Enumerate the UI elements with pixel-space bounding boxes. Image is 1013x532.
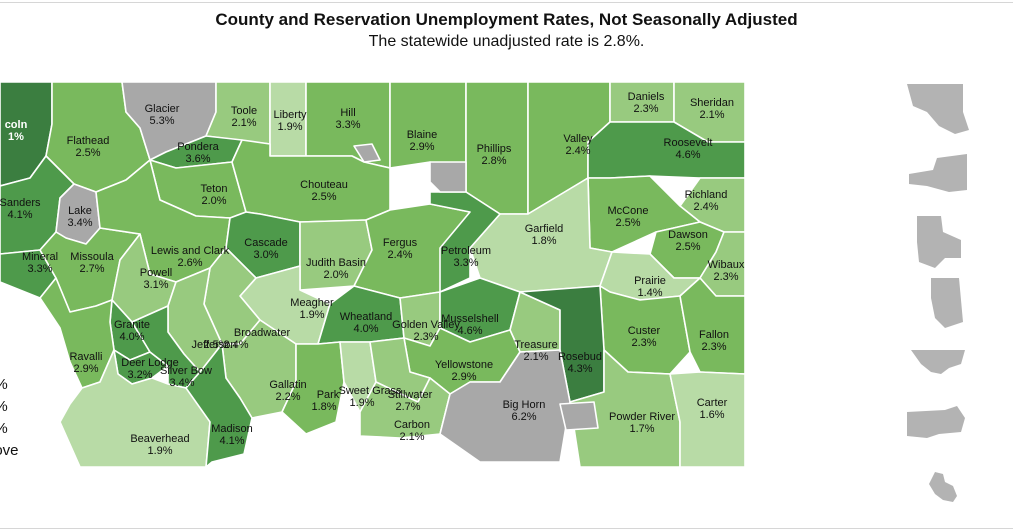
label-beaverhead: Beaverhead 1.9%	[130, 433, 189, 457]
label-missoula: Missoula 2.7%	[70, 251, 114, 275]
label-sanders: Sanders 4.1%	[0, 197, 41, 221]
label-teton: Teton 2.0%	[201, 183, 228, 207]
label-petroleum: Petroleum 3.3%	[441, 245, 491, 269]
label-stillwater: Stillwater 2.7%	[388, 389, 433, 413]
label-mineral: Mineral 3.3%	[22, 251, 58, 275]
county-madison[interactable]	[185, 343, 253, 467]
label-ravalli: Ravalli 2.9%	[69, 351, 102, 375]
label-wibaux: Wibaux 2.3%	[708, 259, 745, 283]
label-glacier: Glacier 5.3%	[145, 103, 180, 127]
label-daniels: Daniels 2.3%	[628, 91, 665, 115]
map-title: County and Reservation Unemployment Rate…	[215, 10, 798, 29]
county-powder-river[interactable]	[569, 349, 681, 467]
label-granite: Granite 4.0%	[114, 319, 150, 343]
label-gallatin: Gallatin 2.2%	[269, 379, 306, 403]
label-lewis-clark: Lewis and Clark 2.6%	[151, 245, 230, 269]
county-fallon[interactable]	[679, 277, 745, 375]
label-golden-valley: Golden Valley 2.3%	[392, 319, 460, 343]
label-wheatland: Wheatland 4.0%	[340, 311, 393, 335]
label-chouteau: Chouteau 2.5%	[300, 179, 348, 203]
reservation-shape-flathead[interactable]	[917, 216, 961, 268]
label-pondera: Pondera 3.6%	[177, 141, 219, 165]
map-subtitle: The statewide unadjusted rate is 2.8%.	[368, 33, 645, 50]
label-deer-lodge: Deer Lodge 3.2%	[121, 357, 179, 381]
label-big-horn: Big Horn 6.2%	[503, 399, 546, 423]
label-judith-basin: Judith Basin 2.0%	[306, 257, 366, 281]
reservation-shape-rocky-boy[interactable]	[929, 472, 957, 502]
label-musselshell: Musselshell 4.6%	[441, 313, 498, 337]
label-sweet-grass: Sweet Grass 1.9%	[339, 385, 402, 409]
reservation-shape-crow[interactable]	[911, 350, 965, 374]
label-powder-river: Powder River 1.7%	[609, 411, 675, 435]
top-divider	[0, 2, 1013, 3]
county-park[interactable]	[281, 341, 345, 435]
label-treasure: Treasure 2.1%	[514, 339, 558, 363]
label-prairie: Prairie 1.4%	[634, 275, 666, 299]
label-broadwater: Broadwater 2.4%	[223, 327, 290, 351]
label-yellowstone: Yellowstone 2.9%	[435, 359, 493, 383]
label-lake: Lake 3.4%	[67, 205, 92, 229]
legend-item: oove	[0, 442, 19, 459]
label-fergus: Fergus 2.4%	[383, 237, 418, 261]
reservation-shape-northern-cheyenne[interactable]	[907, 406, 965, 438]
label-flathead: Flathead 2.5%	[67, 135, 110, 159]
label-custer: Custer 2.3%	[628, 325, 661, 349]
label-powell: Powell 3.1%	[140, 267, 172, 291]
reservation-crow-east	[559, 401, 599, 431]
label-meagher: Meagher 1.9%	[290, 297, 334, 321]
reservation-rocky-boy	[353, 143, 381, 163]
reservation-shape-fort-peck[interactable]	[909, 154, 967, 192]
bottom-divider	[0, 528, 1013, 529]
reservation-fort-belknap	[429, 161, 467, 193]
label-garfield: Garfield 1.8%	[525, 223, 564, 247]
label-silver-bow: Silver Bow 3.4%	[160, 365, 212, 389]
label-roosevelt: Roosevelt 4.6%	[664, 137, 713, 161]
legend-item: 9%	[0, 396, 19, 418]
legend-item: 9%	[0, 374, 19, 396]
label-phillips: Phillips 2.8%	[477, 143, 512, 167]
label-hill: Hill 3.3%	[335, 107, 360, 131]
label-fallon: Fallon 2.3%	[699, 329, 729, 353]
reservation-shapes	[907, 84, 969, 502]
label-valley: Valley 2.4%	[563, 133, 593, 157]
label-jefferson: Jefferson2.5%	[191, 339, 236, 351]
reservation-shape-blackfeet[interactable]	[907, 84, 969, 134]
label-blaine: Blaine 2.9%	[407, 129, 438, 153]
legend: % 9% 9% 9% oove	[0, 352, 19, 462]
county-big-horn[interactable]	[439, 349, 571, 463]
label-madison: Madison 4.1%	[211, 423, 253, 447]
county-silver-bow[interactable]	[131, 305, 201, 389]
label-lincoln: coln 1%	[5, 119, 28, 143]
legend-item: %	[0, 352, 19, 374]
label-park: Park 1.8%	[311, 389, 339, 413]
label-sheridan: Sheridan 2.1%	[690, 97, 734, 121]
montana-county-map: coln 1% Flathead 2.5% Glacier 5.3% Toole 2.1…	[0, 82, 745, 467]
label-rosebud: Rosebud 4.3%	[558, 351, 602, 375]
reservation-shape-fort-belknap[interactable]	[931, 278, 963, 328]
label-liberty: Liberty 1.9%	[273, 109, 307, 133]
label-carter: Carter 1.6%	[697, 397, 728, 421]
label-cascade: Cascade 3.0%	[244, 237, 287, 261]
label-toole: Toole 2.1%	[231, 105, 257, 129]
label-mccone: McCone 2.5%	[608, 205, 649, 229]
label-richland: Richland 2.4%	[685, 189, 728, 213]
county-carter[interactable]	[669, 371, 745, 467]
legend-item: 9%	[0, 418, 19, 440]
label-carbon: Carbon 2.1%	[394, 419, 430, 443]
label-dawson: Dawson 2.5%	[668, 229, 708, 253]
county-ravalli[interactable]	[39, 277, 115, 389]
